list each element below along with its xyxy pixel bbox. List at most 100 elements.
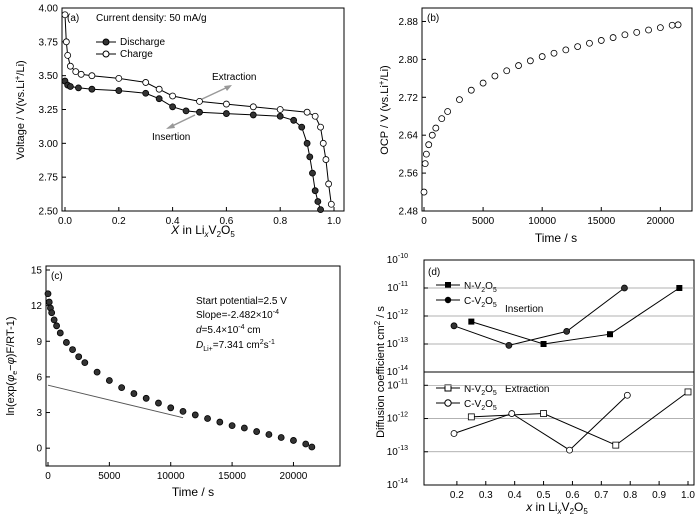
point-charge: [66, 62, 74, 70]
point-ln: [277, 434, 285, 441]
panel-b-ytick-label: 2.88: [399, 17, 419, 28]
point-discharge: [75, 84, 82, 92]
panel-a-ytick-label: 4.00: [39, 4, 59, 15]
point-discharge: [276, 112, 284, 120]
point-ocp: [674, 21, 682, 29]
panel-d-xtick-label: 0.7: [594, 490, 608, 501]
point-ln: [93, 368, 101, 376]
point-ln: [204, 415, 211, 422]
point-ocp: [668, 21, 676, 29]
panel-c-annotation-slope: Slope=-2.482×10-4: [196, 309, 279, 321]
point-extraction-n-v2o5: [467, 413, 475, 421]
point-ln: [53, 322, 60, 330]
point-ocp: [467, 86, 475, 94]
panel-a-insertion-label: Insertion: [152, 132, 190, 143]
point-insertion-n-v2o5: [540, 341, 547, 347]
panel-a-current-density: Current density: 50 mA/g: [96, 13, 207, 24]
point-insertion-n-v2o5: [468, 318, 475, 325]
panel-b-ytick-label: 2.72: [399, 93, 419, 104]
point-ln: [302, 440, 310, 448]
panel-a-ytick-label: 3.50: [39, 71, 59, 82]
point-ln: [216, 418, 224, 426]
point-ln: [63, 339, 70, 346]
point-charge: [64, 51, 72, 59]
point-charge: [317, 123, 324, 131]
panel-c-ytick-label: 9: [36, 337, 42, 348]
point-ocp: [421, 160, 429, 168]
panel-d-xlabel: x in LixV2O5: [525, 500, 588, 515]
point-ocp: [633, 28, 641, 36]
point-ocp: [656, 24, 664, 32]
point-ocp: [597, 37, 605, 44]
legend-label-n-v2o5-insertion: N-V2O5: [464, 281, 497, 294]
panel-d-extraction-ytick-label: 10-12: [387, 412, 408, 425]
point-ln: [191, 411, 199, 419]
point-discharge: [249, 111, 257, 119]
point-insertion-c-v2o5: [450, 322, 458, 330]
fit-line: [47, 384, 184, 419]
panel-c-xtick-label: 5000: [98, 471, 121, 482]
point-ocp: [491, 72, 499, 80]
legend-marker-charge: [102, 50, 110, 58]
point-charge: [303, 108, 311, 116]
legend-label-n-v2o5-extraction: N-V2O5: [464, 384, 497, 397]
legend-label-c-v2o5-insertion: C-V2O5: [464, 296, 497, 309]
point-charge: [115, 74, 123, 82]
panel-c-label: (c): [51, 271, 63, 282]
point-discharge: [115, 87, 123, 94]
panel-b-ylabel: OCP / V (vs.Li+/Li): [377, 65, 391, 154]
point-ocp: [438, 115, 446, 123]
point-extraction-n-v2o5: [540, 410, 547, 417]
panel-c-xtick-label: 0: [45, 471, 51, 482]
panel-d-insertion-label: Insertion: [505, 304, 543, 315]
panel-b-xlabel: Time / s: [535, 231, 577, 245]
panel-b-xtick-label: 5000: [472, 216, 495, 227]
point-ln: [56, 329, 64, 337]
panel-d-insertion-ytick-label: 10-12: [387, 309, 408, 322]
point-charge: [327, 200, 335, 208]
panel-c-annotation-d: d=5.4×10-4 cm: [196, 324, 261, 336]
point-ocp: [526, 57, 534, 65]
panel-d-xtick-label: 0.9: [652, 490, 666, 501]
point-ocp: [422, 150, 430, 158]
panel-d-label: (d): [428, 267, 440, 278]
point-ocp: [479, 79, 487, 87]
panel-d-bottom-legend: N-V2O5 Extraction C-V2O5: [436, 384, 549, 412]
point-ocp: [444, 108, 452, 115]
panel-c-ylabel: ln(exp(φe−φ)F/RT-1): [5, 316, 19, 415]
point-ocp: [609, 34, 617, 41]
panel-d: (d) N-V2O5 C-V2O5 Insertion N-V2O5 Extra…: [373, 253, 695, 515]
point-extraction-c-v2o5: [623, 391, 631, 399]
point-ln: [45, 298, 53, 306]
series-line-discharge: [64, 80, 321, 210]
series-line-insertion-c-v2o5: [453, 287, 625, 346]
panel-d-xtick-label: 0.6: [565, 490, 579, 501]
point-ln: [167, 404, 175, 412]
point-ocp: [503, 67, 511, 75]
point-ocp: [428, 131, 436, 139]
point-discharge: [142, 89, 150, 97]
panel-c-ytick-label: 12: [31, 301, 43, 312]
panel-d-insertion-ytick-label: 10-13: [387, 337, 408, 350]
point-discharge: [169, 103, 177, 111]
panel-d-xtick-label: 0.5: [537, 490, 551, 501]
point-discharge: [303, 139, 311, 147]
panel-d-insertion-ytick-label: 10-10: [387, 253, 408, 266]
panel-d-extraction-label: Extraction: [505, 384, 549, 395]
panel-b-xtick-label: 0: [421, 216, 427, 227]
point-charge: [155, 85, 163, 93]
point-discharge: [88, 85, 96, 93]
point-insertion-n-v2o5: [676, 285, 683, 291]
point-ln: [308, 443, 316, 451]
panel-b: (b) OCP / V (vs.Li+/Li) Time / s 0 5000 10…: [377, 7, 693, 245]
panel-a-xtick-label: 1.0: [327, 216, 341, 227]
legend-label-discharge: Discharge: [120, 37, 165, 48]
point-charge: [325, 180, 333, 188]
point-charge: [61, 11, 69, 19]
point-charge: [196, 97, 203, 105]
point-charge: [322, 156, 330, 163]
panel-b-frame: [421, 7, 693, 212]
panel-b-ytick-label: 2.64: [399, 131, 419, 142]
point-ln: [155, 399, 162, 407]
point-ocp: [574, 43, 582, 50]
